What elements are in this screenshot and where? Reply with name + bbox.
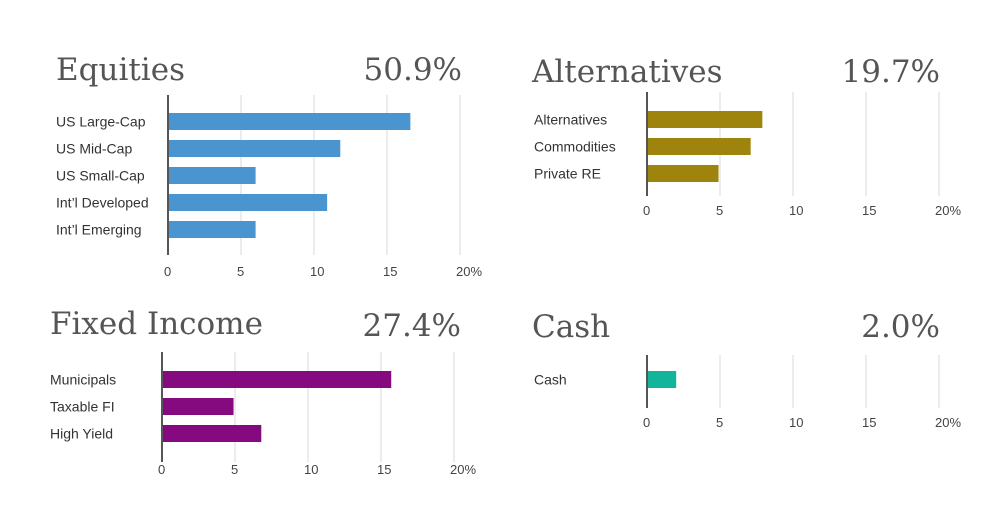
alternatives-category-label: Private RE	[534, 166, 601, 182]
fixed-income-tick-label: 0	[158, 462, 165, 477]
fixed-income-category-label: Municipals	[50, 372, 116, 388]
equities-tick-label: 0	[164, 264, 171, 279]
equities-tick-label: 20%	[456, 264, 482, 279]
fixed-income-category-label: Taxable FI	[50, 399, 115, 415]
equities-bar	[168, 113, 411, 130]
fixed-income-bar	[162, 398, 234, 415]
alternatives-tick-label: 0	[643, 203, 650, 218]
alternatives-category-label: Alternatives	[534, 112, 607, 128]
cash-title: Cash	[532, 309, 611, 345]
alternatives-bar	[647, 111, 763, 128]
fixed-income-total: 27.4%	[362, 308, 461, 344]
fixed-income-tick-label: 15	[377, 462, 391, 477]
alternatives-tick-label: 5	[716, 203, 723, 218]
equities-bar	[168, 167, 256, 184]
alternatives-total: 19.7%	[841, 54, 940, 90]
equities-total: 50.9%	[363, 52, 462, 88]
equities-bar	[168, 221, 256, 238]
cash-total: 2.0%	[861, 309, 940, 345]
alternatives-tick-label: 10	[789, 203, 803, 218]
equities-bar	[168, 140, 341, 157]
alternatives-bar	[647, 165, 719, 182]
cash-tick-label: 15	[862, 415, 876, 430]
cash-tick-label: 0	[643, 415, 650, 430]
fixed-income-tick-label: 10	[304, 462, 318, 477]
alternatives-title: Alternatives	[532, 54, 723, 90]
cash-bar	[647, 371, 677, 388]
equities-category-label: US Small-Cap	[56, 168, 145, 184]
cash-category-label: Cash	[534, 372, 567, 388]
cash-tick-label: 20%	[935, 415, 961, 430]
alternatives-category-label: Commodities	[534, 139, 616, 155]
fixed-income-category-label: High Yield	[50, 426, 113, 442]
equities-tick-label: 5	[237, 264, 244, 279]
fixed-income-title: Fixed Income	[50, 306, 263, 342]
equities-title: Equities	[56, 52, 185, 88]
alternatives-tick-label: 15	[862, 203, 876, 218]
equities-bar	[168, 194, 328, 211]
equities-category-label: Int’l Emerging	[56, 222, 142, 238]
alternatives-tick-label: 20%	[935, 203, 961, 218]
fixed-income-tick-label: 20%	[450, 462, 476, 477]
equities-tick-label: 10	[310, 264, 324, 279]
fixed-income-tick-label: 5	[231, 462, 238, 477]
alternatives-bar	[647, 138, 751, 155]
cash-tick-label: 5	[716, 415, 723, 430]
equities-category-label: US Large-Cap	[56, 114, 146, 130]
fixed-income-bar	[162, 425, 262, 442]
cash-tick-label: 10	[789, 415, 803, 430]
equities-category-label: US Mid-Cap	[56, 141, 132, 157]
fixed-income-bar	[162, 371, 392, 388]
equities-tick-label: 15	[383, 264, 397, 279]
equities-category-label: Int’l Developed	[56, 195, 149, 211]
